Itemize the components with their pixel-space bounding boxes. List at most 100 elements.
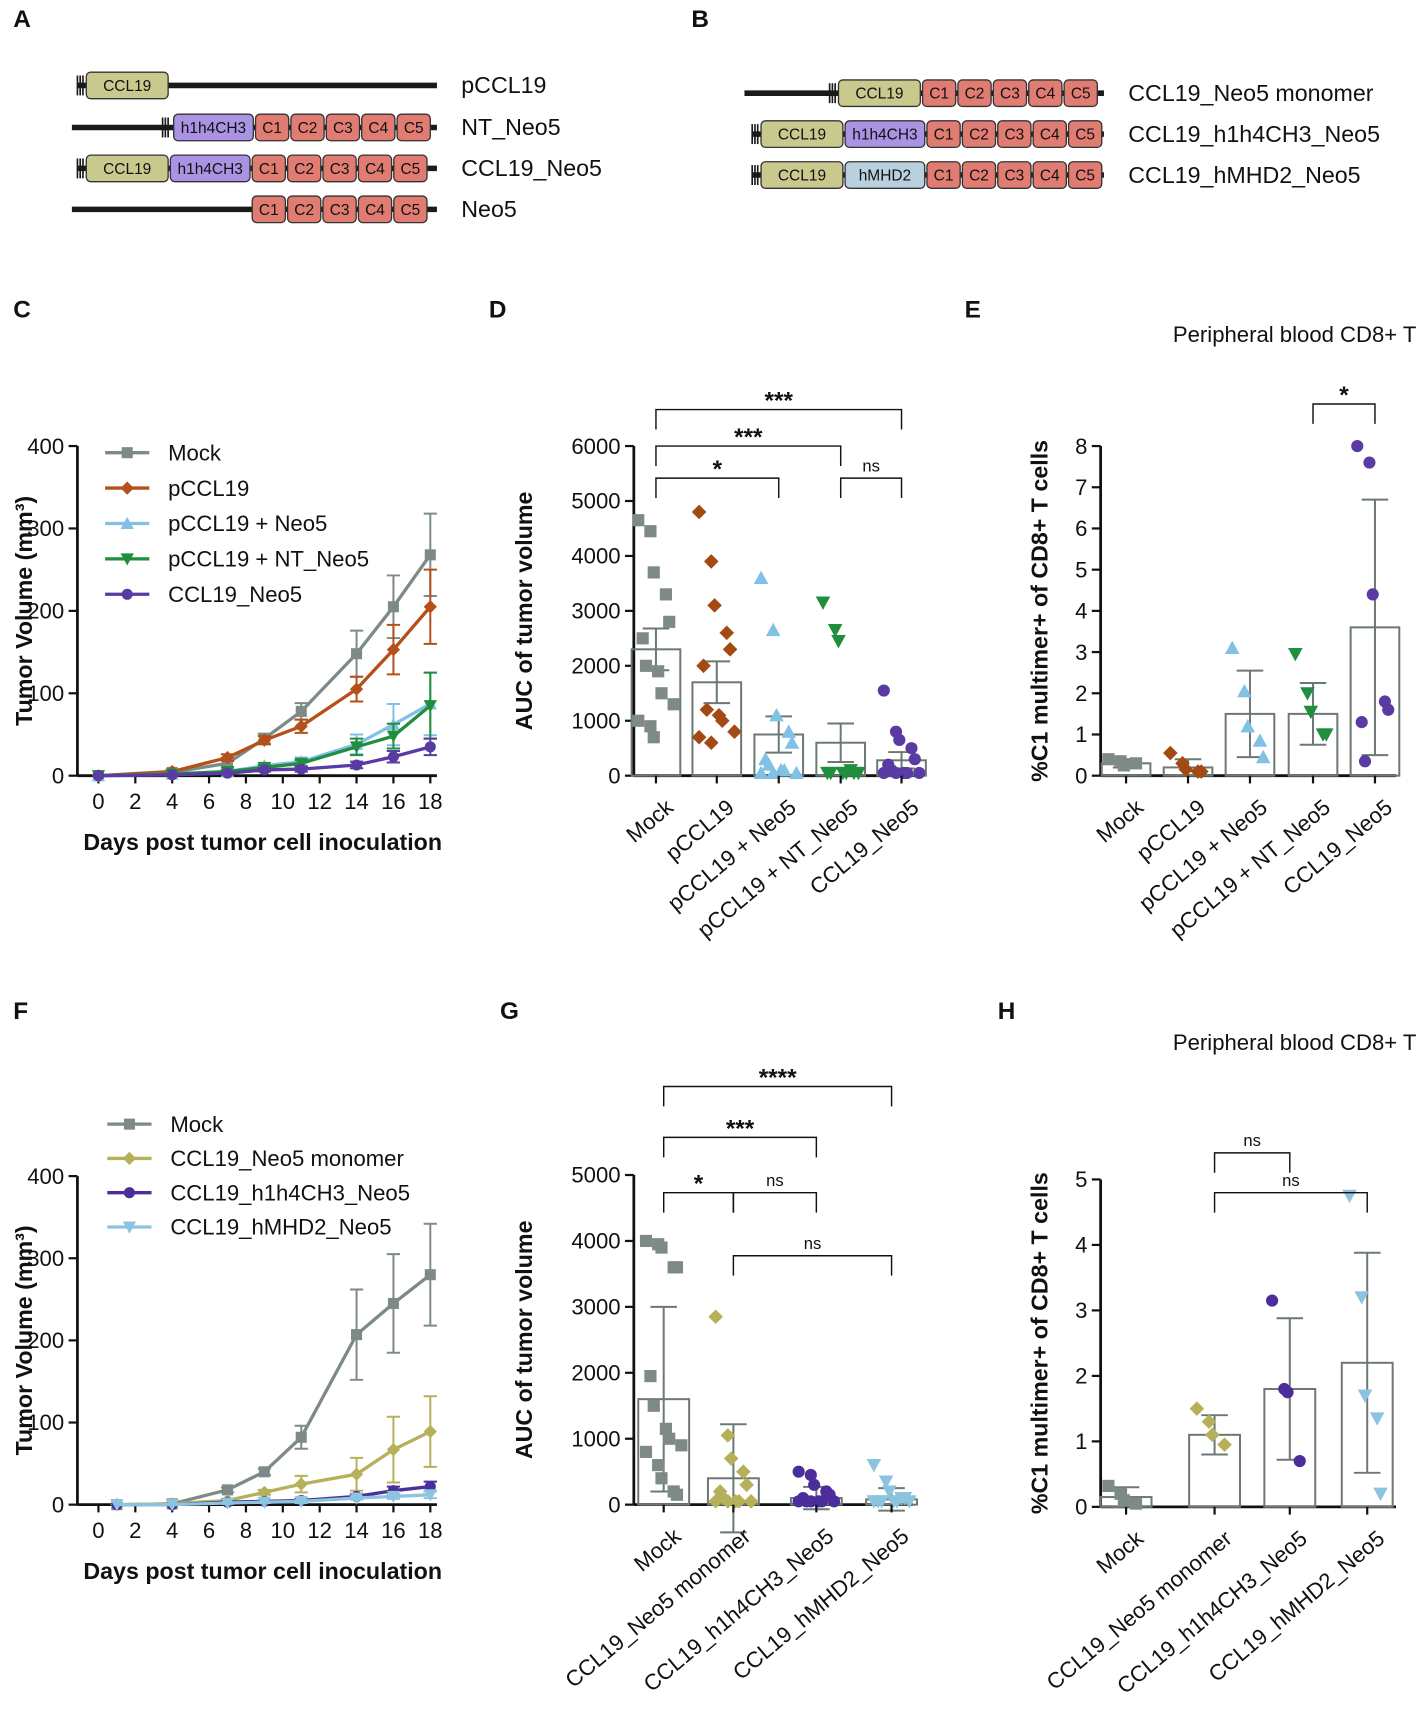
- domain-label: hMHD2: [859, 168, 911, 185]
- y-axis-title: %C1 multimer+ of CD8+ T cells: [1027, 440, 1053, 782]
- y-tick-label: 0: [608, 763, 620, 788]
- domain-box: [361, 113, 396, 142]
- x-tick-label: 6: [203, 789, 215, 814]
- domain-label: C2: [298, 120, 318, 137]
- construct-name: NT_Neo5: [461, 114, 560, 140]
- domain-box: [961, 161, 997, 189]
- domain-box: [290, 113, 325, 142]
- domain-label: CCL19: [778, 168, 826, 185]
- y-tick-label: 400: [27, 1164, 64, 1189]
- y-tick-label: 200: [27, 599, 64, 624]
- error-bar: [1353, 1251, 1381, 1474]
- legend-label: CCL19_Neo5 monomer: [170, 1146, 404, 1171]
- marker: [827, 624, 843, 638]
- legend-label: CCL19_hMHD2_Neo5: [170, 1215, 391, 1240]
- domain-label: C3: [1004, 127, 1024, 144]
- domain-label: h1h4CH3: [852, 127, 917, 144]
- marker: [1363, 456, 1376, 469]
- marker: [636, 632, 649, 645]
- series-line: [116, 1273, 432, 1507]
- y-tick-label: 100: [27, 681, 64, 706]
- y-tick-label: 5000: [571, 489, 620, 514]
- marker: [123, 1118, 135, 1130]
- domain-box: [926, 120, 961, 149]
- y-tick-label: 3000: [571, 1295, 620, 1320]
- x-tick-label: 10: [271, 1518, 296, 1543]
- marker: [644, 720, 657, 733]
- marker: [424, 1269, 436, 1281]
- y-tick-label: 2000: [571, 654, 620, 679]
- marker: [900, 766, 914, 780]
- domain-box: [1067, 161, 1103, 189]
- marker: [877, 684, 890, 697]
- marker: [386, 730, 401, 743]
- domain-box: [173, 113, 254, 142]
- y-tick-label: 6000: [571, 434, 620, 459]
- marker: [784, 735, 800, 749]
- significance-bracket: [732, 1191, 818, 1213]
- marker: [1255, 749, 1271, 764]
- marker: [220, 1497, 235, 1510]
- legend-label: Mock: [168, 440, 222, 465]
- domain-box: [1063, 79, 1098, 108]
- marker: [663, 615, 676, 628]
- marker: [1358, 755, 1372, 768]
- marker: [1300, 687, 1315, 701]
- marker: [691, 729, 707, 745]
- marker: [647, 1399, 660, 1412]
- x-tick-label: CCL19_Neo5: [1278, 794, 1397, 899]
- y-tick-label: 5: [1075, 557, 1087, 582]
- y-tick-label: 400: [27, 434, 64, 459]
- domain-label: C4: [365, 161, 385, 178]
- domain-label: C2: [969, 168, 989, 185]
- panel-label: H: [998, 998, 1016, 1025]
- significance-label: ns: [1282, 1171, 1300, 1190]
- domain-label: C1: [934, 168, 954, 185]
- y-axis-title: AUC of tumor volume: [511, 1220, 537, 1459]
- construct-name: Neo5: [461, 196, 517, 222]
- construct-name: CCL19_Neo5 monomer: [1128, 80, 1373, 106]
- legend-label: pCCL19 + Neo5: [168, 511, 327, 536]
- x-tick-label: 12: [307, 1518, 332, 1543]
- marker: [1224, 640, 1240, 655]
- y-tick-label: 7: [1075, 475, 1087, 500]
- y-axis-title: Tumor Volume (mm³): [11, 1225, 37, 1455]
- marker: [294, 1477, 308, 1491]
- marker: [423, 1424, 437, 1439]
- domain-label: C3: [1004, 168, 1024, 185]
- marker: [647, 731, 660, 744]
- marker: [258, 764, 270, 776]
- domain-box: [286, 195, 322, 224]
- domain-box: [844, 120, 926, 149]
- marker: [727, 724, 742, 740]
- x-axis-title: Days post tumor cell inoculation: [83, 829, 442, 855]
- marker: [878, 1475, 894, 1489]
- marker: [1357, 1389, 1373, 1403]
- domain-label: C4: [1040, 168, 1060, 185]
- domain-box: [997, 120, 1032, 149]
- marker: [804, 1468, 817, 1482]
- y-tick-label: 300: [27, 516, 64, 541]
- significance-bracket: [662, 1085, 893, 1107]
- marker: [387, 1297, 399, 1309]
- marker: [1217, 1437, 1232, 1452]
- marker: [1163, 745, 1178, 761]
- domain-box: [1067, 120, 1103, 149]
- marker: [659, 1422, 672, 1435]
- marker: [691, 504, 707, 520]
- marker: [655, 1472, 668, 1485]
- marker: [720, 1494, 736, 1509]
- x-tick-label: 0: [92, 789, 104, 814]
- x-tick-label: 6: [203, 1518, 215, 1543]
- domain-box: [926, 161, 961, 189]
- marker: [1178, 762, 1194, 777]
- panel-label: A: [13, 6, 31, 33]
- marker: [723, 1451, 739, 1466]
- marker: [122, 1221, 137, 1234]
- marker: [1102, 753, 1115, 766]
- x-tick-label: Mock: [629, 1523, 686, 1577]
- marker: [823, 766, 839, 781]
- domain-label: C2: [294, 202, 314, 219]
- domain-label: C5: [400, 161, 420, 178]
